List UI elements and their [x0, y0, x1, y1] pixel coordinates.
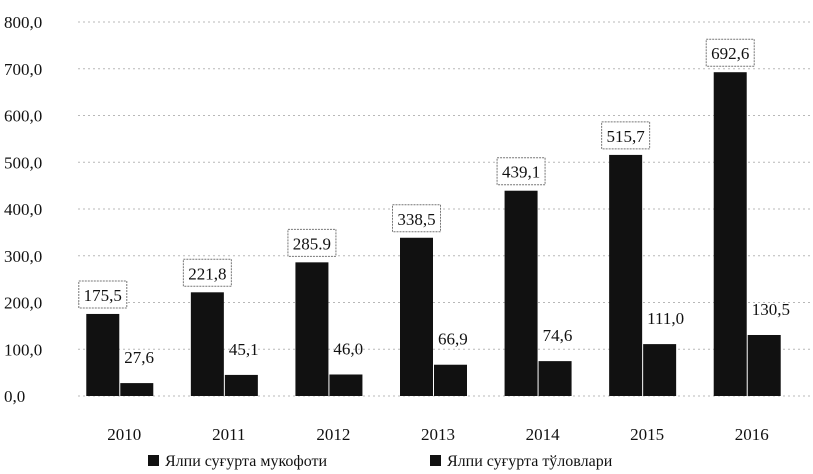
y-tick-label: 800,0	[4, 13, 42, 32]
legend-label: Ялпи суғурта мукофоти	[165, 453, 328, 470]
x-tick-label: 2013	[421, 425, 455, 444]
x-tick-label: 2010	[107, 425, 141, 444]
data-label-payments: 46,0	[333, 339, 363, 358]
data-label-premium: 515,7	[607, 127, 646, 146]
y-tick-label: 700,0	[4, 60, 42, 79]
data-label-premium: 692,6	[711, 44, 749, 63]
bar-premium	[504, 190, 538, 396]
legend-swatch	[430, 455, 441, 466]
x-tick-label: 2015	[630, 425, 664, 444]
bar-premium	[400, 237, 433, 396]
data-label-payments: 66,9	[438, 330, 468, 349]
bar-premium	[609, 154, 643, 396]
data-labels: 175,5 27,6 221,8 45,1 285.9 46,0 338,5 66,9 439,…	[78, 38, 790, 367]
bar-premium	[295, 262, 329, 396]
data-label-box	[78, 280, 128, 309]
y-axis: 0,0 100,0 200,0 300,0 400,0 500,0 600,0 700,0 80…	[4, 13, 42, 406]
x-tick-label: 2012	[316, 425, 350, 444]
data-label-payments: 111,0	[647, 309, 684, 328]
data-label-premium: 221,8	[188, 264, 226, 283]
y-tick-label: 300,0	[4, 247, 42, 266]
y-tick-label: 100,0	[4, 340, 42, 359]
data-label-premium: 338,5	[397, 210, 435, 229]
data-label-payments: 45,1	[229, 340, 259, 359]
data-label-payments: 130,5	[752, 300, 790, 319]
data-label-payments: 27,6	[124, 348, 154, 367]
data-label-box	[496, 157, 546, 186]
y-tick-label: 200,0	[4, 294, 42, 313]
data-label-box	[705, 38, 755, 67]
x-tick-label: 2016	[735, 425, 769, 444]
bar-payments	[747, 334, 781, 396]
legend: Ялпи суғурта мукофоти Ялпи суғурта тўловл…	[148, 453, 613, 470]
bar-premium	[713, 72, 747, 396]
data-label-premium: 439,1	[502, 163, 540, 182]
data-label-box	[287, 228, 337, 257]
bar-payments	[224, 374, 258, 396]
bar-premium	[190, 292, 224, 396]
bar-payments	[329, 374, 363, 396]
legend-swatch	[148, 455, 159, 466]
bar-premium	[86, 313, 120, 396]
bar-payments	[120, 383, 154, 396]
data-label-box	[601, 121, 651, 150]
y-tick-label: 0,0	[4, 387, 25, 406]
y-tick-label: 400,0	[4, 200, 42, 219]
bar-payments	[643, 344, 677, 396]
legend-label: Ялпи суғурта тўловлари	[447, 453, 613, 470]
bars	[86, 72, 781, 396]
data-label-box	[182, 258, 232, 287]
data-label-premium: 175,5	[84, 286, 122, 305]
x-tick-label: 2014	[526, 425, 561, 444]
x-tick-label: 2011	[212, 425, 245, 444]
bar-payments	[538, 361, 572, 396]
x-axis: 2010 2011 2012 2013 2014 2015 2016	[107, 425, 768, 444]
y-tick-label: 500,0	[4, 153, 42, 172]
bar-payments	[434, 364, 467, 396]
data-label-box	[392, 204, 441, 233]
y-tick-label: 600,0	[4, 107, 42, 126]
data-label-payments: 74,6	[543, 326, 573, 345]
data-label-premium: 285.9	[293, 234, 331, 253]
